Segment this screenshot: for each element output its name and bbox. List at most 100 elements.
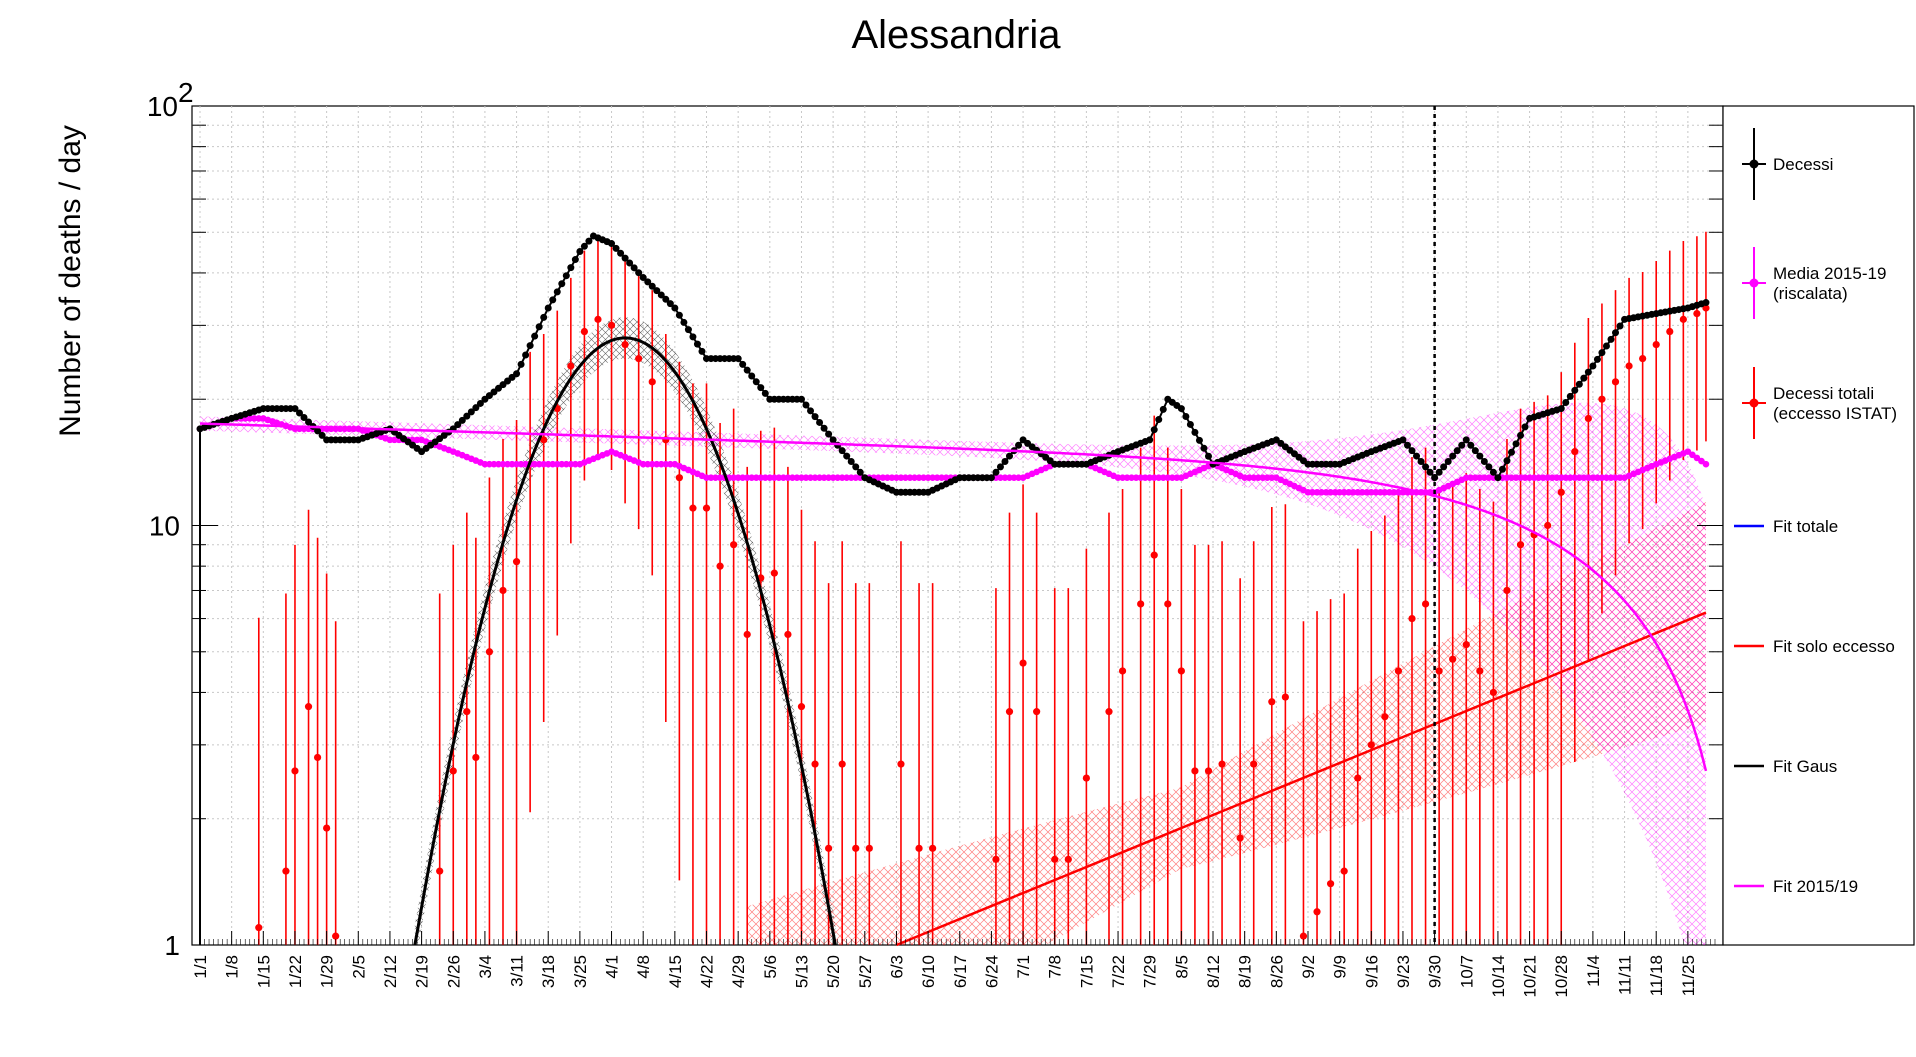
decessi-point [549,296,557,304]
media-2015-19-point [1386,488,1393,496]
media-2015-19-point [771,474,778,482]
decessi-point [617,249,625,257]
media-2015-19-point [1702,460,1710,468]
media-2015-19-point [929,474,936,482]
x-tick-label: 7/8 [1046,955,1065,979]
excess-point [512,558,521,566]
media-2015-19-point [752,474,760,482]
excess-point [1702,304,1710,312]
excess-point [1598,395,1606,403]
decessi-point [1571,386,1579,394]
media-2015-19-point [766,474,774,482]
excess-point [811,760,819,768]
decessi-point [852,463,860,471]
decessi-point [644,278,652,286]
excess-point [1164,600,1172,608]
x-tick-label: 5/13 [792,955,811,988]
decessi-point [1562,398,1570,406]
media-2015-19-point [1399,488,1407,496]
x-tick-label: 8/26 [1267,955,1286,988]
decessi-point [1593,355,1601,363]
decessi-point [1607,335,1615,343]
decessi-point [825,430,833,438]
excess-point [1408,614,1416,623]
decessi-point [305,418,313,426]
decessi-point [639,274,647,282]
x-tick-label: 4/29 [729,955,748,988]
excess-point [865,844,873,852]
x-tick-label: 7/22 [1109,955,1128,988]
media-2015-19-point [906,474,914,482]
media-2015-19-point [531,460,538,468]
legend-marker-dot [1749,278,1759,288]
media-2015-19-point [1508,474,1515,482]
media-2015-19-point [391,436,398,444]
decessi-point [1589,362,1597,370]
media-2015-19-point [1521,474,1529,482]
decessi-point [1512,440,1520,448]
decessi-point [743,366,751,374]
decessi-point [535,323,543,331]
excess-point [1639,354,1647,363]
media-2015-19-point [734,474,742,482]
media-2015-19-point [563,460,570,468]
fit-uncertainty-bands [200,317,1706,945]
media-2015-19-point [802,474,810,482]
decessi-point [1200,444,1208,452]
media-2015-19-point [780,474,787,482]
media-2015-19-point [667,460,674,468]
media-2015-19-point [1336,488,1343,496]
media-2015-19-point [716,474,724,482]
legend-label: Fit solo eccesso [1773,637,1895,656]
series-layer [196,231,1710,945]
media-2015-19-point [875,474,882,482]
legend-marker-dot [1749,159,1759,169]
excess-point [689,504,697,512]
media-2015-19-point [495,460,502,468]
legend-entry: Fit Gaus [1734,757,1837,776]
decessi-point [1507,448,1515,456]
media-2015-19-point [1132,474,1140,482]
decessi-point [653,287,661,295]
decessi-point [513,370,521,378]
media-2015-19-point [1114,474,1122,482]
decessi-point [1453,447,1461,455]
media-2015-19-point [657,460,665,468]
x-tick-label: 9/9 [1331,955,1350,979]
excess-point [1544,521,1552,530]
decessi-point [662,295,670,303]
decessi-point [1616,322,1624,330]
media-2015-19-point [707,474,715,482]
decessi-point [580,242,588,250]
media-2015-19-point [1137,474,1144,482]
media-2015-19-point [1481,474,1488,482]
media-2015-19-point [1006,474,1013,482]
excess-point [797,703,806,711]
x-tick-label: 6/3 [887,955,906,979]
decessi-point [562,272,570,280]
decessi-point [1150,426,1158,434]
legend: Decessi Media 2015-19(riscalata) Decessi t… [1734,128,1897,896]
media-2015-19-point [513,460,520,468]
decessi-point [531,332,539,340]
excess-point [1354,774,1362,782]
media-2015-19-point [490,460,498,468]
decessi-point [675,311,683,319]
decessi-point [1001,457,1009,465]
decessi-point [1602,342,1610,350]
excess-point [282,867,290,875]
excess-point [702,504,711,512]
excess-point [304,703,313,711]
x-tick-label: 1/22 [286,955,305,988]
media-2015-19-point [825,474,832,482]
media-2015-19-point [1467,474,1475,482]
decessi-point [811,413,819,421]
media-2015-19-point [1146,474,1154,482]
media-2015-19-point [567,460,575,468]
excess-point [1462,641,1470,649]
decessi-point [621,254,629,262]
media-2015-19-point [784,474,792,482]
excess-point [1064,855,1072,863]
media-2015-19-point [1589,474,1597,482]
legend-label: Fit Gaus [1773,757,1837,776]
